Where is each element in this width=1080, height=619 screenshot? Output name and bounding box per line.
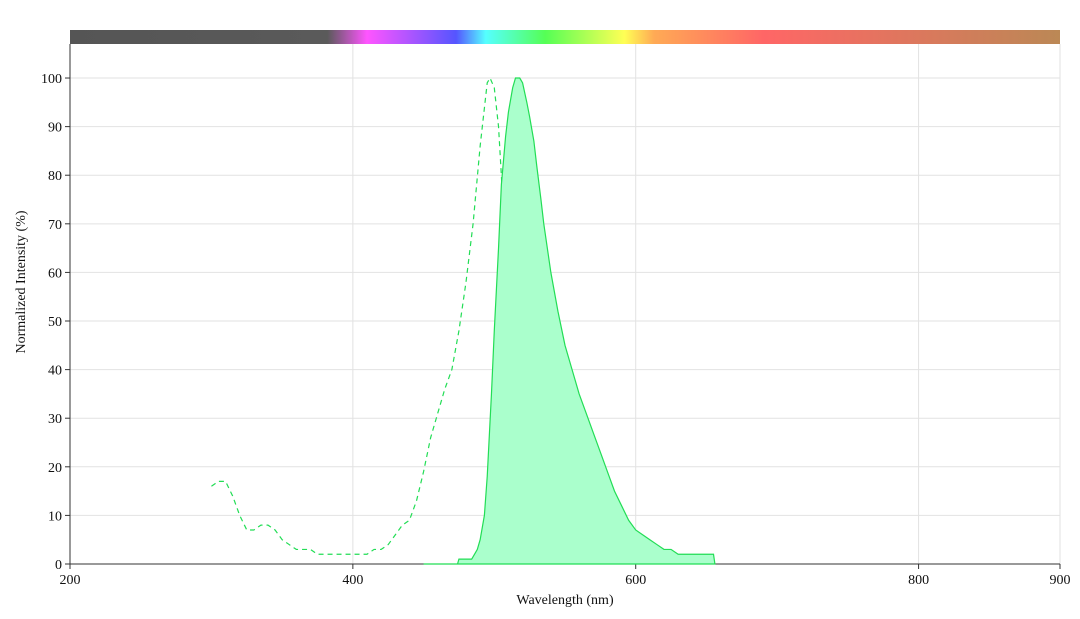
y-tick-label: 50 [48, 315, 62, 330]
y-tick-label: 20 [48, 461, 62, 476]
x-tick-label: 200 [60, 573, 81, 588]
x-axis-label: Wavelength (nm) [516, 593, 614, 608]
x-tick-label: 800 [908, 573, 929, 588]
area-line [423, 77, 716, 565]
spectrum-bar [70, 30, 1060, 44]
y-tick-label: 10 [48, 509, 62, 524]
y-tick-label: 90 [48, 121, 62, 136]
y-tick-label: 40 [48, 364, 62, 379]
y-tick-label: 70 [48, 218, 62, 233]
dashed-line [211, 76, 552, 565]
y-tick-label: 80 [48, 169, 62, 184]
x-tick-label: 900 [1050, 573, 1071, 588]
y-tick-label: 0 [55, 558, 62, 573]
x-tick-label: 400 [342, 573, 363, 588]
y-tick-label: 60 [48, 266, 62, 281]
y-tick-label: 100 [41, 72, 62, 87]
x-tick-label: 600 [625, 573, 646, 588]
y-axis-label: Normalized Intensity (%) [14, 210, 29, 353]
y-tick-label: 30 [48, 412, 62, 427]
